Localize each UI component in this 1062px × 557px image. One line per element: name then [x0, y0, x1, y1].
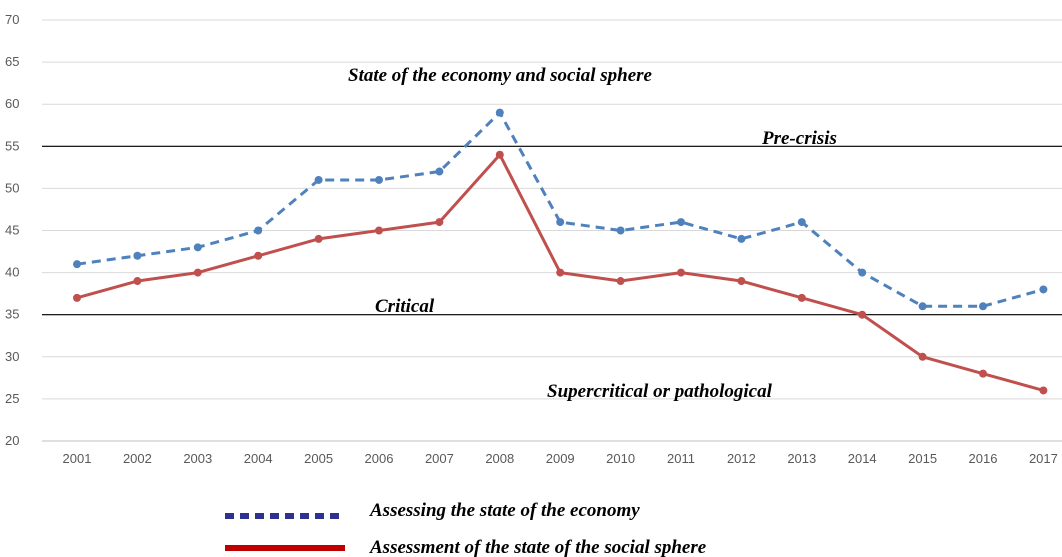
- data-point: [133, 277, 142, 286]
- y-tick-label: 50: [5, 180, 19, 195]
- y-tick-label: 60: [5, 96, 19, 111]
- data-point: [556, 218, 565, 227]
- x-tick-label: 2003: [183, 451, 212, 466]
- x-tick-label: 2002: [123, 451, 152, 466]
- x-tick-label: 2007: [425, 451, 454, 466]
- data-point: [979, 369, 987, 378]
- data-point: [1039, 285, 1048, 294]
- data-point: [979, 302, 987, 311]
- x-tick-label: 2016: [969, 451, 998, 466]
- y-tick-label: 55: [5, 138, 19, 153]
- x-tick-label: 2014: [848, 451, 877, 466]
- annotation-supercritical: Supercritical or pathological: [547, 381, 773, 402]
- data-point: [1039, 386, 1048, 395]
- data-point: [254, 251, 263, 260]
- series-line-economy: [76, 111, 1044, 308]
- data-point: [435, 218, 444, 227]
- series-layer: [73, 108, 1048, 395]
- x-tick-label: 2005: [304, 451, 333, 466]
- x-tick-label: 2006: [365, 451, 394, 466]
- y-tick-label: 40: [5, 265, 19, 280]
- y-axis-ticks: 20 25 30 35 40 45 50 55 60 65 70: [5, 12, 19, 448]
- y-tick-label: 25: [5, 391, 19, 406]
- y-tick-label: 65: [5, 54, 19, 69]
- x-tick-label: 2011: [667, 451, 695, 466]
- data-point: [73, 260, 81, 269]
- x-tick-label: 2013: [787, 451, 816, 466]
- x-tick-label: 2012: [727, 451, 756, 466]
- data-point: [254, 226, 263, 235]
- y-tick-label: 70: [5, 12, 19, 27]
- data-point: [314, 175, 323, 184]
- legend: Assessing the state of the economy Asses…: [225, 500, 707, 557]
- data-point: [858, 310, 867, 319]
- x-tick-label: 2001: [63, 451, 92, 466]
- x-axis-ticks: 2001 2002 2003 2004 2005 2006 2007 2008 2009 2010…: [63, 451, 1058, 466]
- data-point: [495, 108, 504, 117]
- y-tick-label: 20: [5, 433, 19, 448]
- data-point: [737, 277, 746, 286]
- data-point: [677, 268, 685, 277]
- data-point: [73, 293, 81, 302]
- legend-label-social: Assessment of the state of the social sp…: [369, 537, 707, 557]
- y-tick-label: 45: [5, 223, 19, 238]
- data-point: [435, 167, 444, 176]
- data-point: [616, 226, 625, 235]
- x-tick-label: 2008: [485, 451, 514, 466]
- legend-label-economy: Assessing the state of the economy: [369, 500, 640, 521]
- reference-lines: [42, 145, 1062, 316]
- y-tick-label: 35: [5, 307, 19, 322]
- data-point: [797, 218, 806, 227]
- data-point: [193, 268, 202, 277]
- data-point: [918, 352, 927, 361]
- data-point: [375, 175, 383, 184]
- y-tick-label: 30: [5, 349, 19, 364]
- data-point: [616, 277, 625, 286]
- data-point: [495, 150, 504, 159]
- data-point: [737, 234, 746, 243]
- annotation-critical: Critical: [375, 296, 435, 317]
- x-tick-label: 2009: [546, 451, 575, 466]
- x-tick-label: 2010: [606, 451, 635, 466]
- data-point: [918, 302, 927, 311]
- data-point: [858, 268, 867, 277]
- data-point: [375, 226, 383, 235]
- data-point: [314, 234, 323, 243]
- annotation-pre-crisis: Pre-crisis: [761, 128, 837, 149]
- data-point: [677, 218, 685, 227]
- gridlines: [42, 19, 1062, 442]
- data-point: [556, 268, 565, 277]
- data-point: [133, 251, 142, 260]
- annotation-title: State of the economy and social sphere: [348, 65, 653, 86]
- x-tick-label: 2017: [1029, 451, 1058, 466]
- data-point: [193, 243, 202, 252]
- x-tick-label: 2015: [908, 451, 937, 466]
- x-tick-label: 2004: [244, 451, 273, 466]
- data-point: [797, 293, 806, 302]
